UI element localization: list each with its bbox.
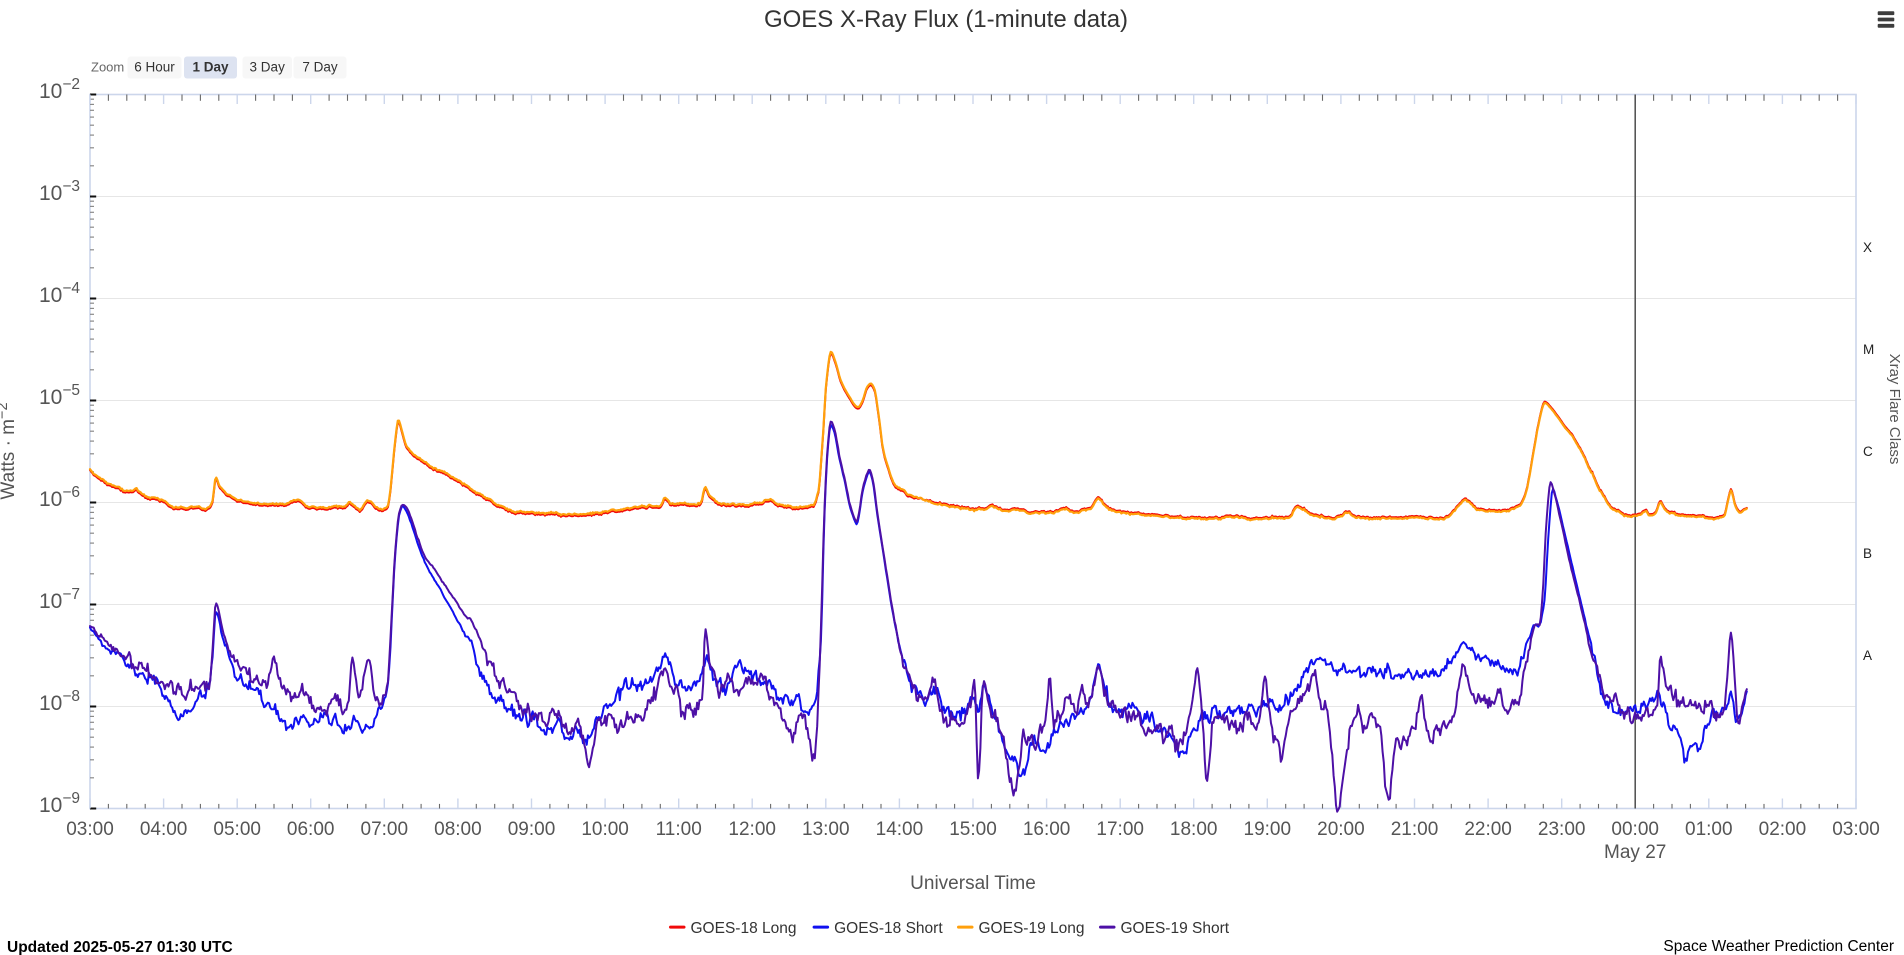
svg-text:10−5: 10−5 [39, 382, 80, 409]
svg-text:10−8: 10−8 [39, 688, 80, 715]
svg-text:04:00: 04:00 [140, 819, 188, 840]
svg-text:M: M [1863, 342, 1874, 357]
svg-text:10:00: 10:00 [581, 819, 629, 840]
svg-text:10−6: 10−6 [39, 484, 80, 511]
svg-text:3 Day: 3 Day [250, 60, 286, 75]
svg-text:02:00: 02:00 [1759, 819, 1807, 840]
svg-text:20:00: 20:00 [1317, 819, 1365, 840]
svg-text:GOES-18 Short: GOES-18 Short [834, 920, 943, 937]
svg-text:B: B [1863, 546, 1872, 561]
svg-text:07:00: 07:00 [361, 819, 409, 840]
svg-text:10−9: 10−9 [39, 790, 80, 817]
svg-text:GOES-18 Long: GOES-18 Long [691, 920, 797, 937]
svg-text:16:00: 16:00 [1023, 819, 1071, 840]
svg-text:GOES-19 Long: GOES-19 Long [979, 920, 1085, 937]
svg-text:14:00: 14:00 [876, 819, 924, 840]
svg-text:X: X [1863, 240, 1872, 255]
svg-text:01:00: 01:00 [1685, 819, 1733, 840]
svg-text:09:00: 09:00 [508, 819, 556, 840]
svg-text:08:00: 08:00 [434, 819, 482, 840]
svg-text:00:00: 00:00 [1611, 819, 1659, 840]
svg-text:6 Hour: 6 Hour [134, 60, 175, 75]
svg-text:Space Weather Prediction Cente: Space Weather Prediction Center [1663, 938, 1894, 955]
svg-text:1 Day: 1 Day [192, 60, 229, 75]
svg-text:06:00: 06:00 [287, 819, 335, 840]
svg-text:13:00: 13:00 [802, 819, 850, 840]
svg-text:21:00: 21:00 [1391, 819, 1439, 840]
svg-text:17:00: 17:00 [1096, 819, 1144, 840]
svg-text:Xray Flare Class: Xray Flare Class [1886, 354, 1903, 465]
svg-text:Zoom: Zoom [91, 60, 124, 75]
svg-text:Updated 2025-05-27 01:30 UTC: Updated 2025-05-27 01:30 UTC [7, 939, 233, 955]
svg-text:03:00: 03:00 [1832, 819, 1880, 840]
svg-text:03:00: 03:00 [66, 819, 114, 840]
svg-text:10−4: 10−4 [39, 280, 80, 307]
svg-text:C: C [1863, 444, 1873, 459]
svg-text:22:00: 22:00 [1464, 819, 1512, 840]
svg-text:A: A [1863, 648, 1872, 663]
svg-text:Watts · m−2: Watts · m−2 [0, 402, 19, 499]
svg-text:05:00: 05:00 [213, 819, 261, 840]
svg-text:Universal Time: Universal Time [910, 873, 1036, 894]
svg-text:10−7: 10−7 [39, 586, 80, 613]
svg-text:18:00: 18:00 [1170, 819, 1218, 840]
svg-text:7 Day: 7 Day [302, 60, 338, 75]
svg-text:19:00: 19:00 [1244, 819, 1292, 840]
svg-text:GOES X-Ray Flux (1-minute data: GOES X-Ray Flux (1-minute data) [764, 6, 1128, 33]
svg-text:23:00: 23:00 [1538, 819, 1586, 840]
svg-text:May 27: May 27 [1604, 842, 1666, 863]
svg-text:GOES-19 Short: GOES-19 Short [1121, 920, 1230, 937]
svg-text:11:00: 11:00 [656, 819, 702, 840]
svg-text:12:00: 12:00 [728, 819, 776, 840]
svg-text:10−2: 10−2 [39, 76, 80, 103]
svg-text:10−3: 10−3 [39, 178, 80, 205]
svg-text:15:00: 15:00 [949, 819, 997, 840]
